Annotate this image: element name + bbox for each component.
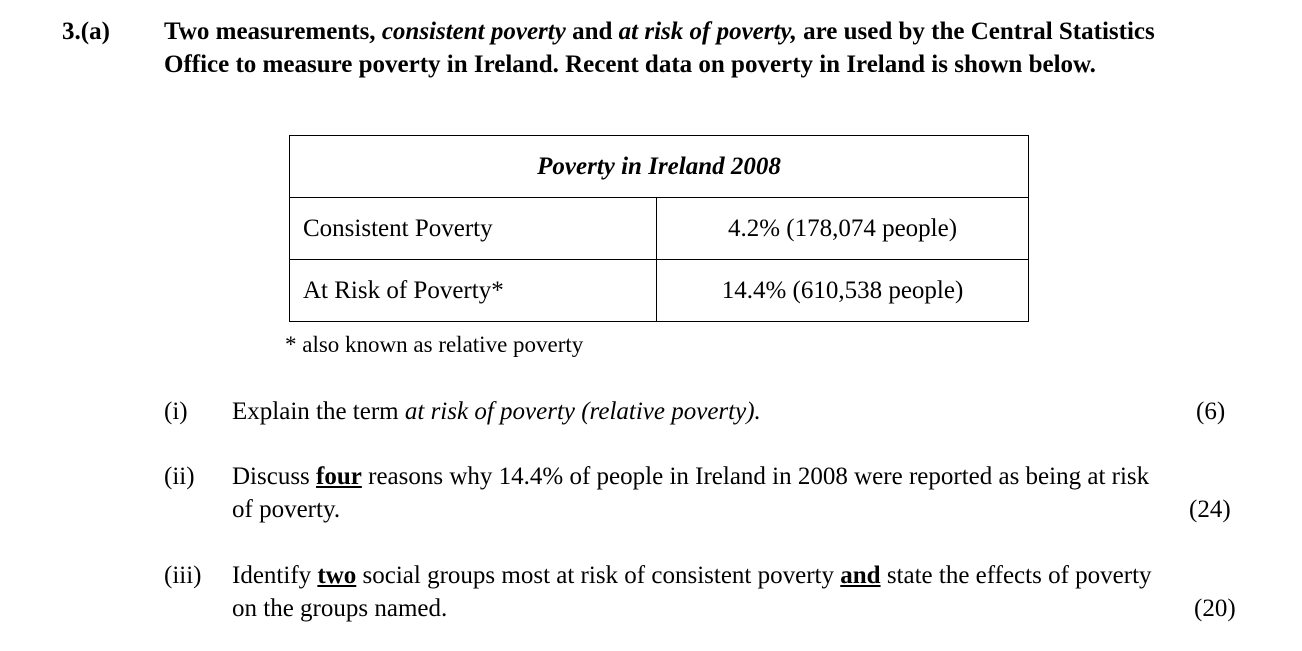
row-value-consistent-poverty: 4.2% (178,074 people) (656, 197, 1029, 260)
row-label-at-risk-of-poverty: At Risk of Poverty* (289, 259, 657, 322)
intro-text-3: are used by the Central Statistics Offic… (164, 18, 1155, 78)
part-text-emphasis: four (316, 463, 362, 490)
table-footnote: * also known as relative poverty (285, 332, 584, 357)
part-text: Explain the term at risk of poverty (rel… (232, 395, 1172, 428)
intro-italic-consistent-poverty: consistent poverty (381, 18, 566, 45)
part-text: Identify two social groups most at risk … (232, 559, 1172, 625)
part-text-plain: state the effects of poverty on the grou… (232, 562, 1152, 622)
part-text-plain: social groups most at risk of consistent… (356, 562, 841, 589)
row-label-consistent-poverty: Consistent Poverty (289, 197, 657, 260)
part-text-plain: Discuss (232, 463, 317, 490)
intro-text-2: and (565, 18, 619, 45)
part-text-plain: reasons why 14.4% of people in Ireland i… (232, 463, 1150, 523)
part-marks: (6) (1196, 398, 1226, 425)
part-numeral: (ii) (164, 463, 195, 490)
part-text: Discuss four reasons why 14.4% of people… (232, 460, 1172, 526)
question-number: 3.(a) (62, 18, 110, 45)
part-text-emphasis: and (840, 562, 881, 589)
part-text-plain: Explain the term (232, 398, 405, 425)
table-row: Consistent Poverty 4.2% (178,074 people) (289, 197, 1029, 260)
part-numeral: (iii) (164, 562, 202, 589)
part-marks: (24) (1189, 496, 1231, 523)
table-title: Poverty in Ireland 2008 (289, 135, 1029, 198)
intro-text-1: Two measurements, (164, 18, 382, 45)
intro-italic-at-risk: at risk of poverty, (618, 18, 797, 45)
row-value-at-risk-of-poverty: 14.4% (610,538 people) (656, 259, 1029, 322)
table-header-row: Poverty in Ireland 2008 (289, 135, 1029, 198)
question-part-iii: (iii) Identify two social groups most at… (164, 559, 1254, 627)
part-text-italic: at risk of poverty (relative poverty). (404, 398, 761, 425)
part-numeral: (i) (164, 398, 188, 425)
table-row: At Risk of Poverty* 14.4% (610,538 peopl… (289, 259, 1029, 322)
part-text-emphasis: two (317, 562, 357, 589)
poverty-table: Poverty in Ireland 2008 Consistent Pover… (289, 135, 1029, 322)
question-part-ii: (ii) Discuss four reasons why 14.4% of p… (164, 460, 1254, 528)
part-text-plain: Identify (232, 562, 318, 589)
part-marks: (20) (1194, 595, 1236, 622)
question-part-i: (i) Explain the term at risk of poverty … (164, 395, 1254, 429)
question-intro: Two measurements, consistent poverty and… (164, 16, 1224, 81)
